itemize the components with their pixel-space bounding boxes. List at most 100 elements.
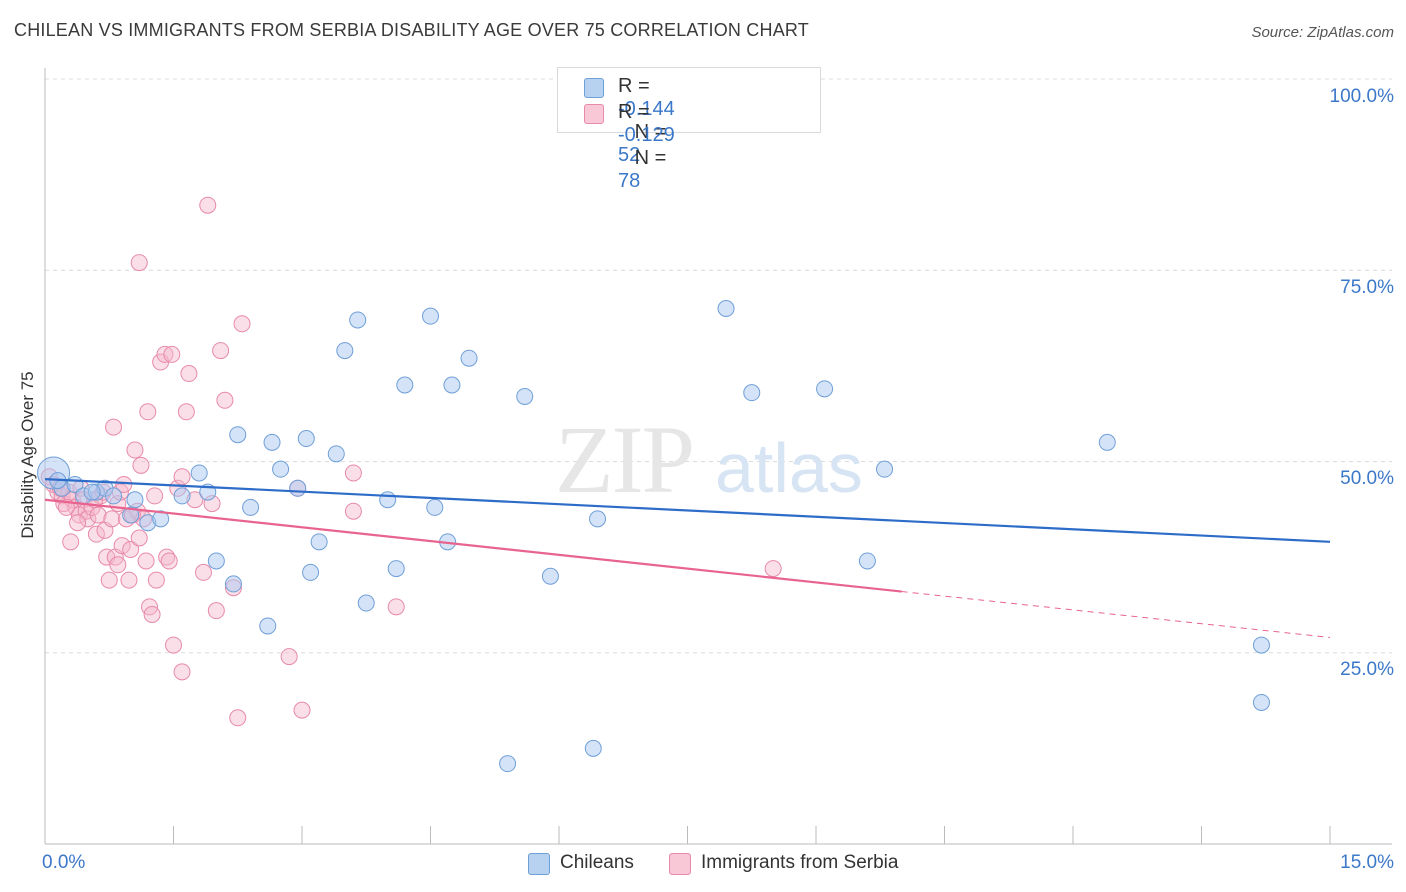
y-tick-100: 100.0% bbox=[1329, 86, 1394, 107]
chileans-point bbox=[289, 479, 307, 497]
chileans-point bbox=[327, 445, 345, 463]
serbia-point bbox=[194, 563, 212, 581]
legend-n-label: N = bbox=[634, 147, 667, 169]
chileans-point bbox=[83, 483, 101, 501]
serbia-point bbox=[115, 475, 133, 493]
serbia-point bbox=[122, 540, 140, 558]
chileans-point bbox=[310, 533, 328, 551]
chileans-point bbox=[396, 376, 414, 394]
serbia-point bbox=[130, 254, 148, 272]
serbia-point bbox=[139, 403, 157, 421]
chileans-point bbox=[357, 594, 375, 612]
chileans-point bbox=[499, 755, 517, 773]
chileans-point bbox=[105, 487, 123, 505]
serbia-point bbox=[165, 636, 182, 654]
chileans-point bbox=[126, 491, 144, 509]
chileans-point bbox=[1098, 433, 1116, 451]
legend-label-serbia: Immigrants from Serbia bbox=[701, 852, 899, 873]
chileans-point bbox=[443, 376, 461, 394]
legend-n-label: N = bbox=[634, 121, 667, 143]
y-tick-25: 25.0% bbox=[1340, 659, 1394, 680]
chileans-point bbox=[516, 387, 534, 405]
axes bbox=[44, 68, 1392, 845]
chileans-point bbox=[336, 342, 354, 360]
legend-swatch-blue bbox=[584, 78, 604, 98]
legend-label-chileans: Chileans bbox=[560, 852, 634, 873]
serbia-point bbox=[233, 315, 251, 333]
chileans-point bbox=[460, 349, 478, 367]
x-tick-min: 0.0% bbox=[42, 852, 86, 873]
serbia-point bbox=[113, 537, 131, 555]
serbia-point bbox=[344, 502, 362, 520]
watermark-atlas: atlas bbox=[715, 429, 863, 507]
chileans-point bbox=[224, 575, 242, 593]
correlation-legend: R = -0.144 N = 52 R = -0.129 N = 78 bbox=[557, 67, 821, 192]
serbia-point bbox=[132, 456, 150, 474]
legend-r-label: R = bbox=[618, 75, 650, 97]
y-tick-50: 50.0% bbox=[1340, 468, 1394, 489]
serbia-point bbox=[229, 709, 247, 727]
trend-lines bbox=[44, 477, 1331, 638]
chileans-point bbox=[173, 487, 191, 505]
serbia-point bbox=[143, 606, 161, 623]
chileans-point bbox=[242, 498, 260, 516]
serbia-point bbox=[280, 648, 298, 666]
gridlines bbox=[45, 78, 1392, 654]
legend-swatch-pink bbox=[669, 853, 691, 875]
chileans-point bbox=[584, 739, 602, 757]
chart-title: CHILEAN VS IMMIGRANTS FROM SERBIA DISABI… bbox=[14, 20, 809, 40]
chileans-point bbox=[589, 510, 607, 528]
legend-swatch-blue bbox=[528, 853, 550, 875]
chileans-point bbox=[743, 384, 761, 402]
chileans-point bbox=[297, 430, 315, 448]
chileans-point bbox=[349, 311, 367, 329]
y-tick-75: 75.0% bbox=[1340, 277, 1394, 298]
serbia-point bbox=[109, 556, 127, 574]
serbia-point bbox=[207, 602, 225, 620]
serbia-point bbox=[69, 514, 87, 532]
legend-r-value: -0.129 bbox=[618, 124, 675, 146]
chileans-point bbox=[1252, 693, 1270, 711]
source-credit: Source: ZipAtlas.com bbox=[1251, 24, 1394, 41]
trend-line-serbia-extension bbox=[901, 591, 1331, 638]
serbia-point bbox=[173, 663, 191, 681]
chileans-point bbox=[302, 563, 320, 581]
series-chileans-points bbox=[37, 300, 1270, 773]
serbia-point bbox=[387, 598, 405, 616]
chileans-point bbox=[541, 567, 559, 585]
serbia-point bbox=[146, 487, 164, 505]
serbia-point bbox=[126, 441, 144, 459]
chileans-point bbox=[259, 617, 277, 635]
watermark-zip: ZIP bbox=[555, 406, 693, 513]
trend-line-chileans bbox=[44, 477, 1331, 543]
legend-swatch-pink bbox=[584, 104, 604, 124]
y-axis-label: Disability Age Over 75 bbox=[18, 371, 37, 539]
chileans-point bbox=[152, 510, 170, 528]
chileans-point bbox=[190, 464, 208, 482]
serbia-point bbox=[103, 510, 121, 528]
serbia-point bbox=[173, 468, 191, 486]
legend-r-label: R = bbox=[618, 101, 650, 123]
chileans-point bbox=[426, 498, 444, 516]
serbia-point bbox=[344, 464, 362, 482]
serbia-point bbox=[177, 403, 195, 421]
chileans-point bbox=[379, 491, 397, 509]
serbia-point bbox=[62, 533, 80, 551]
chileans-point bbox=[229, 426, 247, 444]
serbia-point bbox=[293, 701, 311, 719]
serbia-point bbox=[79, 510, 97, 528]
chileans-point bbox=[207, 552, 225, 570]
serbia-point bbox=[199, 196, 217, 214]
serbia-point bbox=[120, 571, 138, 589]
serbia-point bbox=[147, 571, 165, 589]
legend-n-value: 52 bbox=[618, 144, 641, 166]
legend-n-value: 78 bbox=[618, 170, 641, 192]
chileans-point bbox=[876, 460, 894, 478]
serbia-point bbox=[100, 571, 118, 589]
chileans-point bbox=[816, 380, 834, 398]
serbia-point bbox=[180, 365, 198, 383]
serbia-point bbox=[87, 525, 105, 543]
chileans-point bbox=[858, 552, 876, 570]
serbia-point bbox=[156, 345, 174, 363]
